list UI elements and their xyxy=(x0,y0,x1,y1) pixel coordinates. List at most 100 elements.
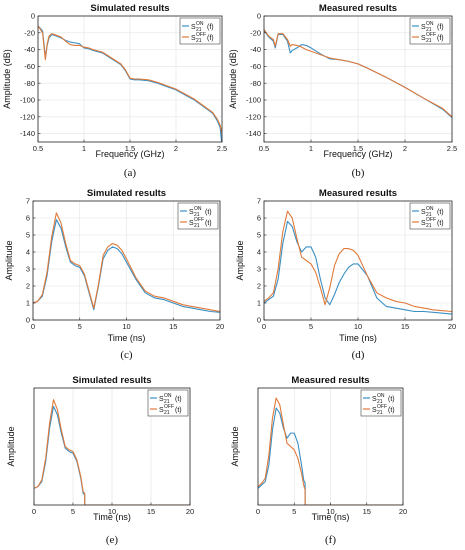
y-tick-label: 2 xyxy=(26,282,30,291)
x-tick-label: 20 xyxy=(216,322,224,331)
legend-argument: (t) xyxy=(175,407,182,414)
x-tick-label: 0 xyxy=(32,507,36,516)
legend-subscript: 21 xyxy=(426,212,432,218)
legend-superscript: OFF xyxy=(426,32,436,38)
x-axis-label: Frequency (GHz) xyxy=(95,149,164,159)
x-tick-label: 2 xyxy=(174,144,178,153)
x-tick-label: 10 xyxy=(326,507,334,516)
y-tick-label: -120 xyxy=(20,112,35,121)
legend-subscript: 21 xyxy=(196,38,202,44)
x-tick-label: 10 xyxy=(108,507,116,516)
legend-argument: (t) xyxy=(205,220,212,227)
y-axis-label: Amplitude xyxy=(230,426,240,466)
x-tick-label: 20 xyxy=(448,322,456,331)
y-tick-label: -80 xyxy=(250,79,261,88)
series-line-off xyxy=(38,25,222,134)
legend-superscript: ON xyxy=(426,206,434,212)
y-tick-label: 1 xyxy=(26,299,30,308)
panel-caption: (b) xyxy=(352,167,365,179)
legend-superscript: ON xyxy=(194,206,202,212)
chart-d: 0 5 10 15 20 0 1 2 3 4 5 6 7 Measured results Time (ns… xyxy=(235,188,456,361)
legend-label: S xyxy=(189,209,194,216)
x-tick-label: 5 xyxy=(78,322,82,331)
legend-superscript: ON xyxy=(196,21,204,27)
legend-superscript: ON xyxy=(377,393,385,399)
series-line-off xyxy=(264,29,452,118)
y-tick-label: 0 xyxy=(257,316,261,325)
y-tick-label: -80 xyxy=(24,79,35,88)
legend-label: S xyxy=(421,35,426,42)
legend-subscript: 21 xyxy=(426,223,432,229)
x-tick-label: 0 xyxy=(31,322,35,331)
legend-subscript: 21 xyxy=(377,399,383,405)
panel-caption: (c) xyxy=(120,349,133,361)
legend-argument: (t) xyxy=(437,209,444,216)
legend-superscript: OFF xyxy=(194,217,204,223)
x-tick-label: 15 xyxy=(363,507,371,516)
legend-argument: (f) xyxy=(437,24,444,31)
legend-label: S xyxy=(421,220,426,227)
chart-e: 0 5 10 15 20 Simulated results Time (ns) Amplit… xyxy=(6,375,194,546)
legend-argument: (t) xyxy=(205,209,212,216)
y-axis-label: Amplitude xyxy=(235,240,245,280)
legend-superscript: OFF xyxy=(164,404,174,410)
x-tick-label: 10 xyxy=(354,322,362,331)
legend-label: S xyxy=(159,396,164,403)
chart-title: Measured results xyxy=(319,3,397,14)
x-axis-label: Time (ns) xyxy=(312,512,350,522)
y-axis-label: Amplitude (dB) xyxy=(2,49,12,109)
legend-superscript: OFF xyxy=(426,217,436,223)
x-tick-label: 20 xyxy=(399,507,407,516)
legend-argument: (t) xyxy=(437,220,444,227)
x-tick-label: 1 xyxy=(82,144,86,153)
y-tick-label: 0 xyxy=(26,316,30,325)
y-tick-label: 7 xyxy=(26,197,30,206)
y-tick-label: 2 xyxy=(257,282,261,291)
x-tick-label: 2.5 xyxy=(217,144,227,153)
panel-caption: (a) xyxy=(124,167,137,179)
y-tick-label: -100 xyxy=(246,96,261,105)
legend-label: S xyxy=(191,35,196,42)
x-axis-label: Time (ns) xyxy=(93,512,131,522)
legend-subscript: 21 xyxy=(164,399,170,405)
x-tick-label: 15 xyxy=(401,322,409,331)
y-tick-label: 4 xyxy=(26,248,30,257)
y-tick-label: 4 xyxy=(257,248,261,257)
y-tick-label: 1 xyxy=(257,299,261,308)
series-line-off xyxy=(33,212,220,313)
y-tick-label: -60 xyxy=(24,62,35,71)
chart-b: 0.5 1 1.5 2 2.5 -140 -120 -100 -80 -60 -40 -20 0 Meas… xyxy=(228,3,457,179)
y-tick-label: -140 xyxy=(20,129,35,138)
legend-argument: (t) xyxy=(388,407,395,414)
legend-subscript: 21 xyxy=(194,223,200,229)
y-axis-label: Amplitude xyxy=(6,426,16,466)
series-line-off xyxy=(264,210,452,313)
chart-f: 0 5 10 15 20 Measured results Time (ns) Amplitu… xyxy=(230,375,407,546)
x-tick-label: 15 xyxy=(169,322,177,331)
legend-box xyxy=(177,202,219,230)
y-tick-label: -140 xyxy=(246,129,261,138)
chart-title: Simulated results xyxy=(90,3,169,14)
x-tick-label: 0 xyxy=(262,322,266,331)
legend-argument: (f) xyxy=(207,35,214,42)
legend-label: S xyxy=(372,396,377,403)
series-line-on xyxy=(258,407,403,505)
panel-caption: (f) xyxy=(325,534,336,546)
legend-box xyxy=(360,389,402,417)
x-tick-label: 0.5 xyxy=(259,144,269,153)
chart-a: 0.5 1 1.5 2 2.5 -140 -120 -100 -80 -60 -40 -20 0 Simu… xyxy=(2,3,227,179)
series-line-on xyxy=(264,220,452,315)
x-tick-label: 2 xyxy=(403,144,407,153)
y-tick-label: 6 xyxy=(26,214,30,223)
legend-subscript: 21 xyxy=(426,38,432,44)
legend-argument: (f) xyxy=(207,24,214,31)
x-tick-label: 0.5 xyxy=(33,144,43,153)
x-axis-label: Time (ns) xyxy=(339,333,377,343)
y-tick-label: 0 xyxy=(257,12,261,21)
legend-label: S xyxy=(421,24,426,31)
series-line-off xyxy=(258,397,403,505)
